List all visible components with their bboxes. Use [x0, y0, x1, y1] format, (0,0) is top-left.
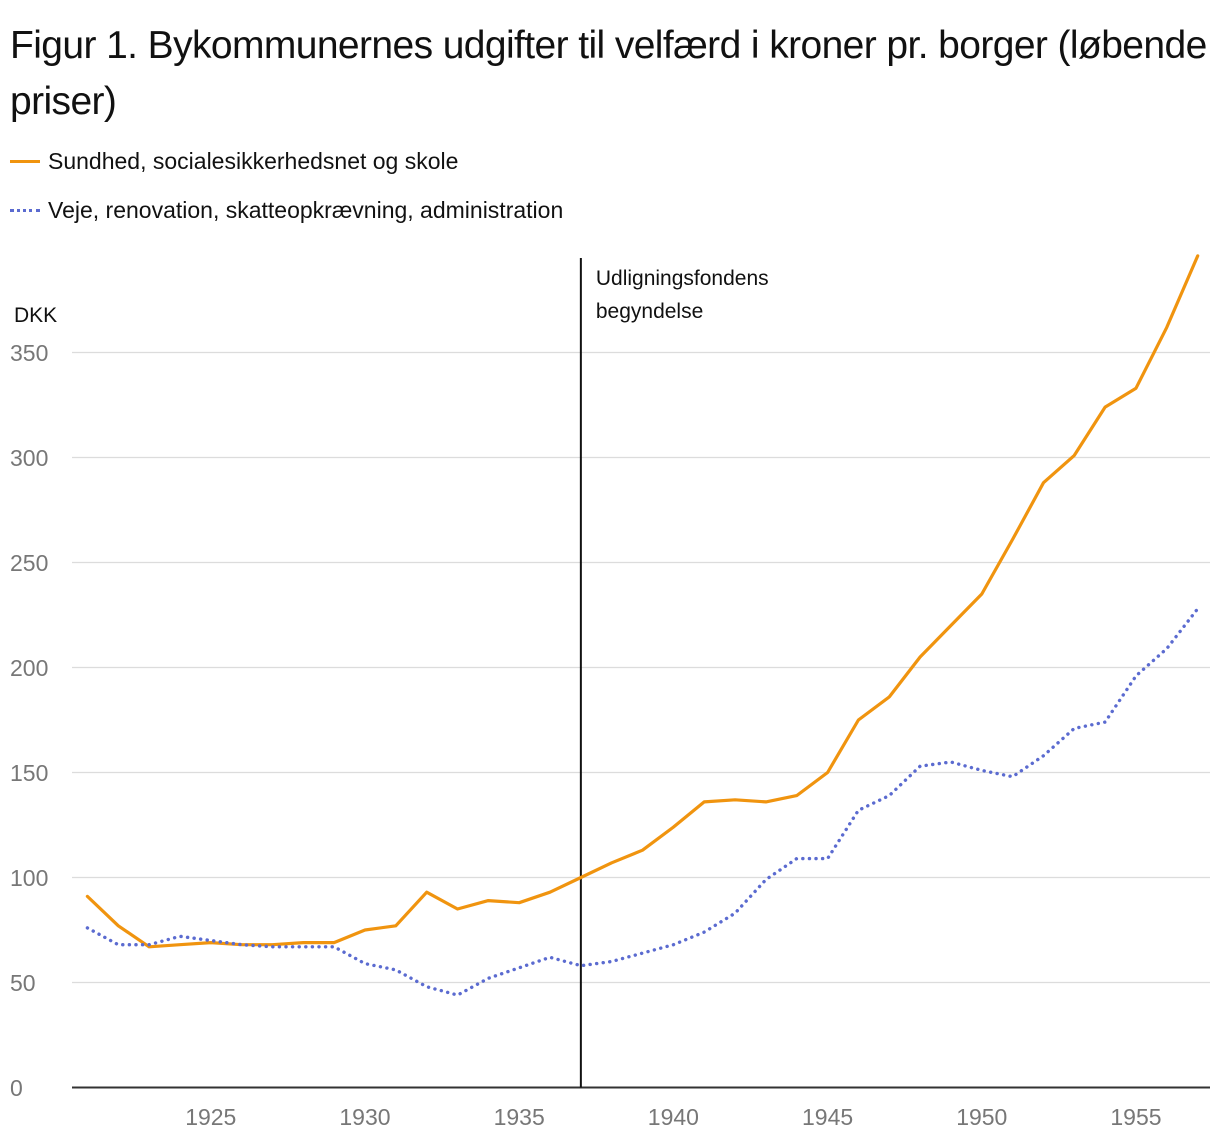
data-point-roads-1923 [147, 943, 151, 947]
x-tick-label-1940: 1940 [648, 1104, 699, 1130]
x-tick-label-1930: 1930 [339, 1104, 390, 1130]
data-point-health-1939 [641, 848, 645, 852]
data-point-health-1952 [1042, 481, 1046, 485]
data-point-health-1947 [887, 695, 891, 699]
data-point-roads-1944 [795, 857, 799, 861]
data-point-health-1929 [332, 941, 336, 945]
data-point-roads-1941 [702, 930, 706, 934]
data-point-health-1950 [980, 592, 984, 596]
data-point-health-1955 [1134, 386, 1138, 390]
data-point-health-1937 [579, 876, 583, 880]
data-point-roads-1926 [240, 943, 244, 947]
data-point-roads-1956 [1165, 647, 1169, 651]
data-point-roads-1924 [178, 934, 182, 938]
data-point-roads-1948 [918, 764, 922, 768]
data-point-health-1931 [394, 924, 398, 928]
data-point-health-1924 [178, 943, 182, 947]
y-tick-label-350: 350 [10, 340, 48, 366]
legend-swatch-dotted-icon [10, 209, 40, 212]
data-point-roads-1930 [363, 962, 367, 966]
data-point-roads-1939 [641, 951, 645, 955]
y-tick-label-50: 50 [10, 970, 36, 996]
data-point-health-1954 [1103, 405, 1107, 409]
y-tick-label-100: 100 [10, 865, 48, 891]
data-point-roads-1933 [456, 993, 460, 997]
data-point-roads-1952 [1042, 754, 1046, 758]
data-point-health-1930 [363, 928, 367, 932]
data-point-roads-1945 [826, 857, 830, 861]
x-tick-label-1935: 1935 [494, 1104, 545, 1130]
data-point-health-1933 [456, 907, 460, 911]
legend-label-health: Sundhed, socialesikkerhedsnet og skole [48, 148, 459, 174]
data-point-health-1940 [671, 825, 675, 829]
data-point-health-1956 [1165, 325, 1169, 329]
chart-title: Figur 1. Bykommunernes udgifter til velf… [10, 24, 1207, 123]
data-point-roads-1921 [85, 926, 89, 930]
data-point-health-1936 [548, 890, 552, 894]
data-point-health-1943 [764, 800, 768, 804]
data-point-roads-1943 [764, 878, 768, 882]
data-point-roads-1953 [1072, 726, 1076, 730]
data-point-roads-1954 [1103, 720, 1107, 724]
data-point-roads-1929 [332, 945, 336, 949]
data-point-health-1948 [918, 655, 922, 659]
data-point-health-1942 [733, 798, 737, 802]
data-point-health-1921 [85, 894, 89, 898]
data-point-roads-1955 [1134, 674, 1138, 678]
data-point-roads-1938 [610, 960, 614, 964]
data-point-roads-1928 [301, 945, 305, 949]
annotation-label-line-2: begyndelse [596, 300, 703, 323]
data-point-health-1922 [116, 924, 120, 928]
data-point-roads-1942 [733, 911, 737, 915]
data-point-roads-1932 [425, 985, 429, 989]
data-point-roads-1957 [1196, 607, 1200, 611]
y-tick-label-200: 200 [10, 655, 48, 681]
data-point-health-1944 [795, 794, 799, 798]
data-point-health-1951 [1011, 537, 1015, 541]
data-point-roads-1949 [949, 760, 953, 764]
series-line-health [85, 254, 1200, 949]
annotation-label-line-1: Udligningsfondens [596, 267, 769, 290]
data-point-health-1941 [702, 800, 706, 804]
x-tick-label-1955: 1955 [1110, 1104, 1161, 1130]
y-tick-label-150: 150 [10, 760, 48, 786]
data-point-health-1946 [856, 718, 860, 722]
legend-label-roads: Veje, renovation, skatteopkrævning, admi… [48, 197, 564, 223]
legend-swatch-solid-icon [10, 160, 40, 163]
series-line-roads [85, 607, 1200, 997]
y-tick-label-250: 250 [10, 550, 48, 576]
data-point-health-1932 [425, 890, 429, 894]
data-point-roads-1950 [980, 768, 984, 772]
x-tick-label-1950: 1950 [956, 1104, 1007, 1130]
y-tick-label-0: 0 [10, 1075, 23, 1101]
legend-item-health: Sundhed, socialesikkerhedsnet og skole [10, 148, 458, 175]
data-point-roads-1934 [486, 976, 490, 980]
x-tick-label-1925: 1925 [185, 1104, 236, 1130]
legend-item-roads: Veje, renovation, skatteopkrævning, admi… [10, 197, 563, 224]
data-point-health-1945 [826, 771, 830, 775]
data-point-roads-1946 [856, 808, 860, 812]
data-point-health-1934 [486, 899, 490, 903]
data-point-health-1957 [1196, 254, 1200, 258]
data-point-roads-1937 [579, 964, 583, 968]
data-point-roads-1922 [116, 943, 120, 947]
data-point-health-1938 [610, 861, 614, 865]
data-point-roads-1947 [887, 794, 891, 798]
data-point-roads-1927 [271, 945, 275, 949]
y-axis-title: DKK [14, 304, 57, 327]
y-tick-label-300: 300 [10, 445, 48, 471]
data-point-health-1935 [517, 901, 521, 905]
data-point-roads-1936 [548, 955, 552, 959]
data-point-roads-1940 [671, 943, 675, 947]
data-point-health-1928 [301, 941, 305, 945]
data-point-health-1953 [1072, 453, 1076, 457]
data-point-health-1949 [949, 624, 953, 628]
data-point-roads-1925 [209, 939, 213, 943]
data-point-roads-1951 [1011, 775, 1015, 779]
x-tick-label-1945: 1945 [802, 1104, 853, 1130]
data-point-roads-1931 [394, 968, 398, 972]
data-point-roads-1935 [517, 966, 521, 970]
